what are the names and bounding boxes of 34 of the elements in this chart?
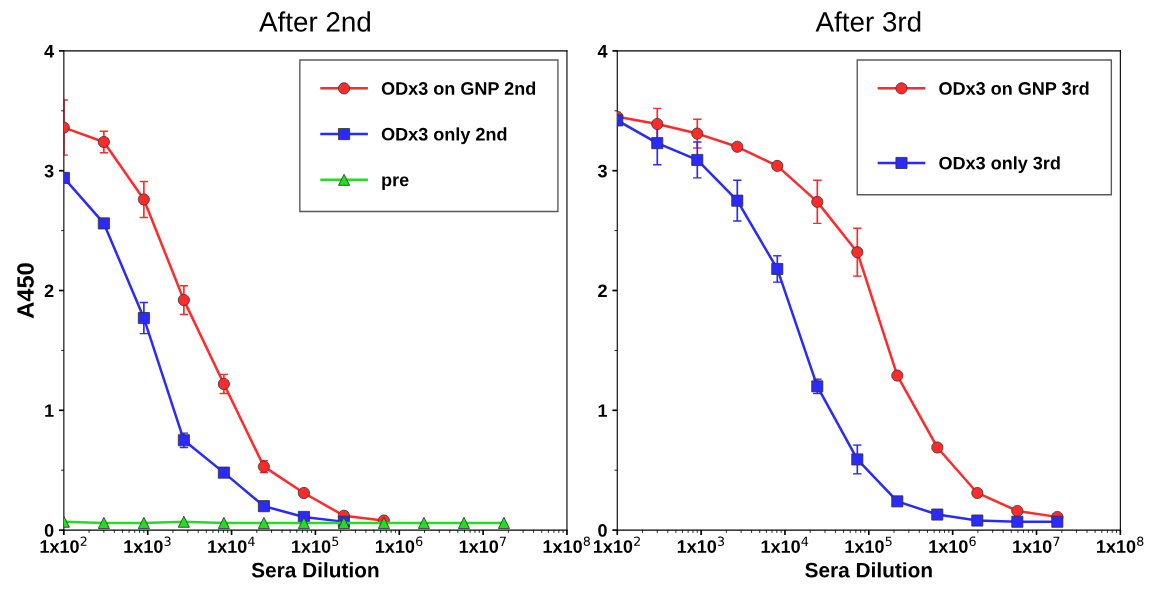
x-tick-label: 1x10$^{8}$ xyxy=(543,536,591,553)
chart-title: After 2nd xyxy=(259,11,370,32)
legend-label: ODx3 only 3rd xyxy=(939,156,1060,174)
x-tick-label: 1x10$^{8}$ xyxy=(1097,536,1144,553)
x-tick-label: 1x10$^{3}$ xyxy=(677,536,725,553)
x-tick-label: 1x10$^{3}$ xyxy=(124,536,171,553)
chart-title: After 3rd xyxy=(815,11,921,32)
y-tick-label: 3 xyxy=(597,164,607,178)
x-tick-label: 1x10$^{6}$ xyxy=(375,536,423,553)
x-tick-label: 1x10$^{5}$ xyxy=(292,536,339,553)
y-tick-label: 2 xyxy=(598,284,607,298)
y-tick-label: 2 xyxy=(44,284,54,298)
x-tick-label: 1x10$^{2}$ xyxy=(40,536,87,553)
x-tick-label: 1x10$^{5}$ xyxy=(845,536,892,553)
x-tick-label: 1x10$^{7}$ xyxy=(1013,536,1060,553)
y-tick-label: 4 xyxy=(44,45,55,58)
x-tick-label: 1x10$^{4}$ xyxy=(208,536,255,553)
y-tick-label: 3 xyxy=(44,164,54,178)
legend-label: ODx3 on GNP 3rd xyxy=(939,81,1089,95)
y-tick-label: 1 xyxy=(598,404,608,417)
y-axis-title: A450 xyxy=(17,263,34,319)
x-axis-title: Sera Dilution xyxy=(251,562,379,578)
x-tick-label: 1x10$^{7}$ xyxy=(459,536,506,553)
x-axis-title: Sera Dilution xyxy=(805,562,932,578)
legend-label: pre xyxy=(382,176,409,190)
x-tick-label: 1x10$^{2}$ xyxy=(593,536,640,553)
y-tick-label: 0 xyxy=(44,524,54,537)
x-tick-label: 1x10$^{4}$ xyxy=(761,536,809,553)
x-tick-label: 1x10$^{6}$ xyxy=(929,536,976,553)
legend-label: ODx3 only 2nd xyxy=(381,127,507,145)
y-tick-label: 0 xyxy=(598,524,607,537)
y-tick-label: 1 xyxy=(45,404,54,417)
y-tick-label: 4 xyxy=(597,45,608,58)
legend-label: ODx3 on GNP 2nd xyxy=(381,81,536,95)
